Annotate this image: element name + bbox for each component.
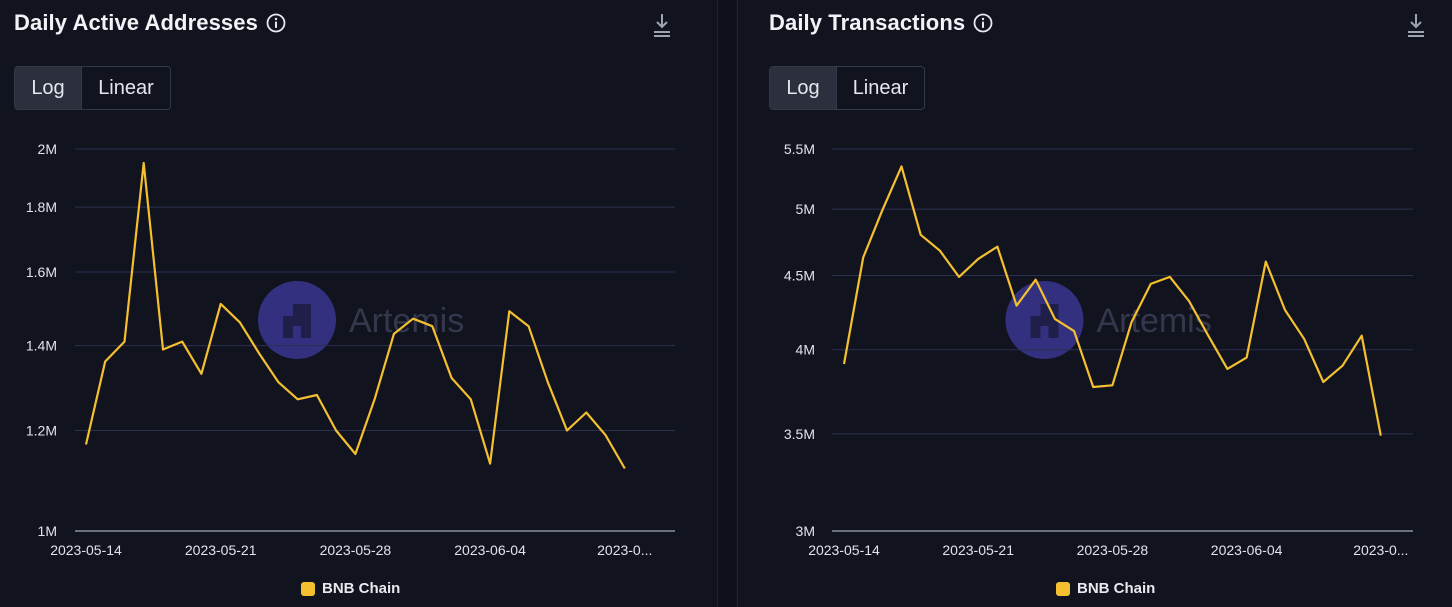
y-tick-label: 4.5M bbox=[784, 267, 815, 283]
y-tick-label: 1M bbox=[38, 523, 57, 539]
legend-swatch bbox=[301, 581, 315, 596]
y-tick-label: 1.6M bbox=[26, 264, 57, 280]
watermark-logo-mark bbox=[283, 304, 311, 338]
watermark-logo bbox=[258, 281, 336, 359]
daily-active-addresses-chart: Artemis 1M 1.2M 1.4M 1.6M 1.8M 2M 2023-05-14 202… bbox=[26, 141, 675, 558]
legend-swatch bbox=[1056, 581, 1070, 596]
y-tick-label: 3.5M bbox=[784, 426, 815, 442]
y-tick-label: 1.4M bbox=[26, 338, 57, 354]
chart-title: Daily Transactions bbox=[769, 10, 966, 35]
info-icon[interactable] bbox=[266, 13, 286, 33]
info-icon[interactable] bbox=[973, 13, 993, 33]
x-tick-label: 2023-05-21 bbox=[185, 542, 257, 558]
daily-transactions-chart: Artemis 3M 3.5M 4M 4.5M 5M 5.5M 2023-05-14 2023-… bbox=[784, 141, 1413, 558]
x-tick-label: 2023-05-28 bbox=[1077, 542, 1149, 558]
linear-scale-button[interactable]: Linear bbox=[81, 67, 170, 109]
download-icon[interactable] bbox=[653, 12, 671, 38]
scale-toggle: Log Linear bbox=[769, 66, 925, 110]
download-icon[interactable] bbox=[1407, 12, 1425, 38]
chart-panel-daily-active-addresses: Daily Active Addresses Log Linear Artemi… bbox=[0, 0, 718, 607]
chart-header: Daily Transactions bbox=[769, 10, 993, 36]
x-tick-label: 2023-0... bbox=[597, 542, 652, 558]
y-tick-label: 2M bbox=[38, 141, 57, 157]
legend-label: BNB Chain bbox=[322, 580, 401, 597]
x-tick-label: 2023-05-28 bbox=[320, 542, 392, 558]
chart-legend[interactable]: BNB Chain bbox=[1056, 580, 1155, 597]
y-tick-label: 5M bbox=[796, 201, 815, 217]
x-tick-label: 2023-0... bbox=[1353, 542, 1408, 558]
y-tick-label: 4M bbox=[796, 342, 815, 358]
chart-header: Daily Active Addresses bbox=[14, 10, 286, 36]
y-tick-label: 5.5M bbox=[784, 141, 815, 157]
watermark: Artemis bbox=[258, 281, 464, 359]
x-tick-label: 2023-05-14 bbox=[808, 542, 880, 558]
y-tick-label: 1.8M bbox=[26, 199, 57, 215]
series-line-bnb-chain[interactable] bbox=[842, 165, 1382, 436]
chart-panel-daily-transactions: Daily Transactions Log Linear Artemis 3M 3… bbox=[737, 0, 1452, 607]
series-line-bnb-chain[interactable] bbox=[84, 161, 626, 470]
log-scale-button[interactable]: Log bbox=[15, 67, 81, 109]
chart-legend[interactable]: BNB Chain bbox=[301, 580, 400, 597]
x-tick-label: 2023-06-04 bbox=[454, 542, 526, 558]
linear-scale-button[interactable]: Linear bbox=[836, 67, 924, 109]
legend-label: BNB Chain bbox=[1077, 580, 1156, 597]
x-tick-label: 2023-05-21 bbox=[942, 542, 1014, 558]
x-tick-label: 2023-06-04 bbox=[1211, 542, 1283, 558]
y-tick-label: 3M bbox=[796, 523, 815, 539]
scale-toggle: Log Linear bbox=[14, 66, 171, 110]
y-tick-label: 1.2M bbox=[26, 423, 57, 439]
watermark: Artemis bbox=[1005, 281, 1212, 359]
watermark-text: Artemis bbox=[1097, 302, 1212, 340]
watermark-logo bbox=[1005, 281, 1084, 359]
panel-divider bbox=[718, 0, 736, 607]
x-tick-label: 2023-05-14 bbox=[50, 542, 122, 558]
log-scale-button[interactable]: Log bbox=[770, 67, 836, 109]
chart-title: Daily Active Addresses bbox=[14, 10, 258, 35]
watermark-text: Artemis bbox=[349, 302, 464, 340]
